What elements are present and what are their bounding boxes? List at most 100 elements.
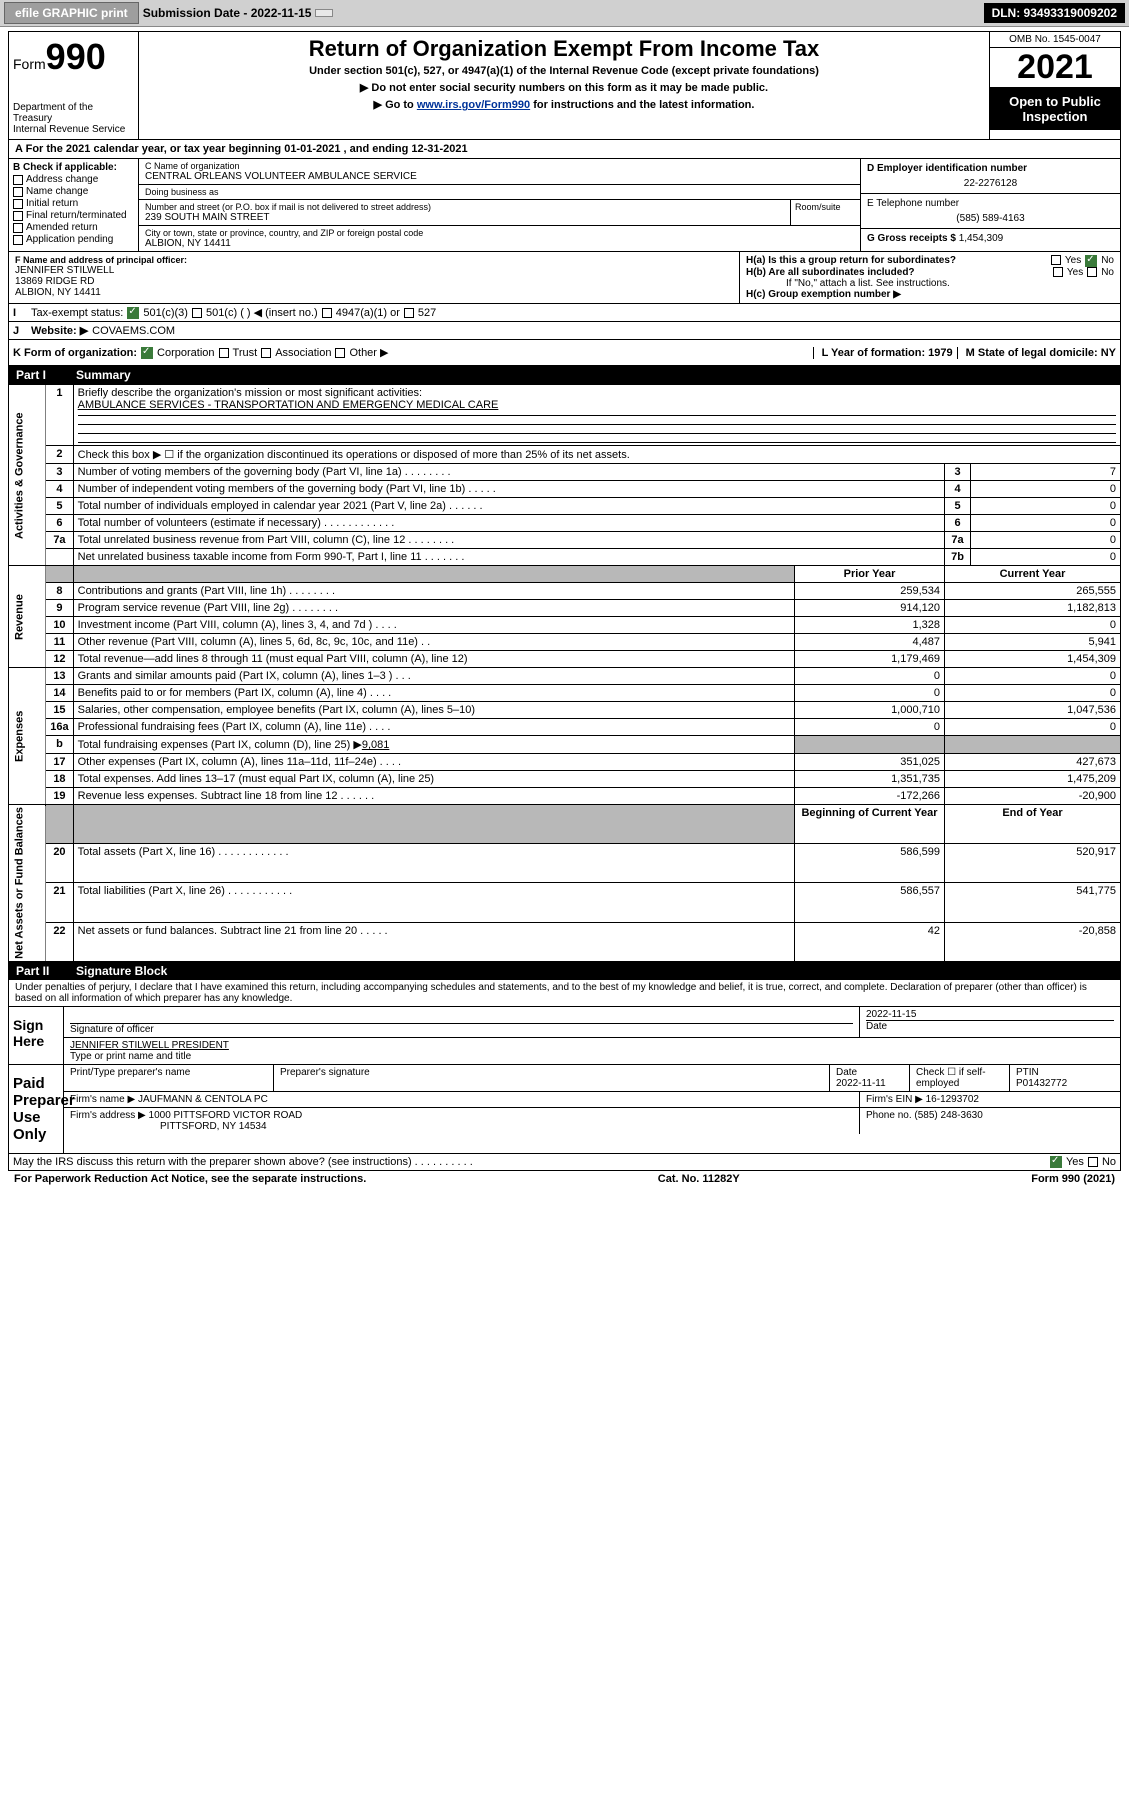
l10-prior: 1,328 <box>795 617 945 634</box>
phone-label: E Telephone number <box>867 198 1114 209</box>
opt-other: Other ▶ <box>349 346 388 359</box>
firm-addr1: 1000 PITTSFORD VICTOR ROAD <box>149 1110 303 1121</box>
check-address-change[interactable] <box>13 175 23 185</box>
h-a-label: H(a) Is this a group return for subordin… <box>746 255 1047 266</box>
check-final-return[interactable] <box>13 211 23 221</box>
check-501c3[interactable] <box>127 307 139 319</box>
l9-text: Program service revenue (Part VIII, line… <box>73 600 794 617</box>
irs-yes-check[interactable] <box>1050 1156 1062 1168</box>
part1-label: Part I <box>16 368 76 382</box>
l19-curr: -20,900 <box>945 788 1121 805</box>
org-name-label: C Name of organization <box>145 161 854 171</box>
website-label: Website: ▶ <box>31 324 88 337</box>
l16a-prior: 0 <box>795 719 945 736</box>
form-number: 990 <box>46 36 106 77</box>
eoy-hdr: End of Year <box>945 805 1121 844</box>
dba-label: Doing business as <box>145 187 219 197</box>
irs-link[interactable]: www.irs.gov/Form990 <box>417 99 530 111</box>
check-501c[interactable] <box>192 308 202 318</box>
box-b-header: B Check if applicable: <box>13 162 134 173</box>
firm-name-label: Firm's name ▶ <box>70 1094 135 1105</box>
l21-text: Total liabilities (Part X, line 26) . . … <box>73 883 794 922</box>
curr-year-hdr: Current Year <box>945 566 1121 583</box>
check-corp[interactable] <box>141 347 153 359</box>
check-amended[interactable] <box>13 223 23 233</box>
tax-exempt-label: Tax-exempt status: <box>31 307 123 319</box>
declaration-text: Under penalties of perjury, I declare th… <box>8 980 1121 1007</box>
check-name-change[interactable] <box>13 187 23 197</box>
gross-receipts-label: G Gross receipts $ <box>867 233 956 244</box>
check-trust[interactable] <box>219 348 229 358</box>
hb-yes-check[interactable] <box>1053 267 1063 277</box>
check-app-pending[interactable] <box>13 235 23 245</box>
self-employed-check: Check ☐ if self-employed <box>910 1065 1010 1091</box>
part2-title: Signature Block <box>76 964 167 978</box>
l8-curr: 265,555 <box>945 583 1121 600</box>
l16b-text: Total fundraising expenses (Part IX, col… <box>78 739 362 751</box>
l9-curr: 1,182,813 <box>945 600 1121 617</box>
l9-prior: 914,120 <box>795 600 945 617</box>
l8-text: Contributions and grants (Part VIII, lin… <box>73 583 794 600</box>
date-label: Date <box>866 1021 887 1032</box>
line-a: A For the 2021 calendar year, or tax yea… <box>8 140 1121 159</box>
ha-no-check[interactable] <box>1085 255 1097 267</box>
check-assoc[interactable] <box>261 348 271 358</box>
check-4947[interactable] <box>322 308 332 318</box>
opt-527: 527 <box>418 307 436 319</box>
l17-text: Other expenses (Part IX, column (A), lin… <box>73 754 794 771</box>
org-name: CENTRAL ORLEANS VOLUNTEER AMBULANCE SERV… <box>145 171 854 182</box>
firm-addr-label: Firm's address ▶ <box>70 1110 146 1121</box>
label-final-return: Final return/terminated <box>26 210 127 221</box>
website-value: COVAEMS.COM <box>92 325 175 337</box>
ha-yes: Yes <box>1065 255 1081 266</box>
boy-hdr: Beginning of Current Year <box>795 805 945 844</box>
l7b-text: Net unrelated business taxable income fr… <box>73 549 944 566</box>
hb-no: No <box>1101 267 1114 278</box>
form-subtitle: Under section 501(c), 527, or 4947(a)(1)… <box>147 65 981 77</box>
state-domicile: M State of legal domicile: NY <box>957 347 1116 359</box>
efile-print-button[interactable]: efile GRAPHIC print <box>4 2 139 24</box>
l5-text: Total number of individuals employed in … <box>73 498 944 515</box>
l3-val: 7 <box>971 464 1121 481</box>
l6-val: 0 <box>971 515 1121 532</box>
sig-officer-label: Signature of officer <box>70 1024 154 1035</box>
check-other[interactable] <box>335 348 345 358</box>
note-goto-pre: ▶ Go to <box>374 99 417 111</box>
sign-here-label: Sign Here <box>9 1007 64 1064</box>
irs-no-check[interactable] <box>1088 1157 1098 1167</box>
opt-4947: 4947(a)(1) or <box>336 307 400 319</box>
l1-value: AMBULANCE SERVICES - TRANSPORTATION AND … <box>78 399 499 411</box>
hb-no-check[interactable] <box>1087 267 1097 277</box>
l14-curr: 0 <box>945 685 1121 702</box>
city-zip: ALBION, NY 14411 <box>145 238 854 249</box>
preparer-name-label: Print/Type preparer's name <box>64 1065 274 1091</box>
l21-prior: 586,557 <box>795 883 945 922</box>
l11-text: Other revenue (Part VIII, column (A), li… <box>73 634 794 651</box>
l21-curr: 541,775 <box>945 883 1121 922</box>
may-irs-discuss: May the IRS discuss this return with the… <box>13 1156 1046 1168</box>
l16b-val: 9,081 <box>362 739 390 751</box>
tax-year: 2021 <box>990 48 1120 88</box>
ein-label: D Employer identification number <box>867 163 1114 174</box>
check-initial-return[interactable] <box>13 199 23 209</box>
form-id-footer: Form 990 (2021) <box>1031 1173 1115 1185</box>
l15-curr: 1,047,536 <box>945 702 1121 719</box>
check-527[interactable] <box>404 308 414 318</box>
opt-501c3: 501(c)(3) <box>143 307 188 319</box>
irs-yes: Yes <box>1066 1156 1084 1168</box>
l14-prior: 0 <box>795 685 945 702</box>
ha-yes-check[interactable] <box>1051 255 1061 265</box>
h-b-note: If "No," attach a list. See instructions… <box>786 278 1114 289</box>
l22-curr: -20,858 <box>945 922 1121 961</box>
l11-prior: 4,487 <box>795 634 945 651</box>
l16a-curr: 0 <box>945 719 1121 736</box>
l7a-val: 0 <box>971 532 1121 549</box>
ha-no: No <box>1101 255 1114 266</box>
l7b-val: 0 <box>971 549 1121 566</box>
label-address-change: Address change <box>26 174 98 185</box>
l2-text: Check this box ▶ ☐ if the organization d… <box>73 446 1120 464</box>
l18-prior: 1,351,735 <box>795 771 945 788</box>
box-b: B Check if applicable: Address change Na… <box>9 159 139 251</box>
year-formation: L Year of formation: 1979 <box>813 347 953 359</box>
note-goto-post: for instructions and the latest informat… <box>530 99 754 111</box>
